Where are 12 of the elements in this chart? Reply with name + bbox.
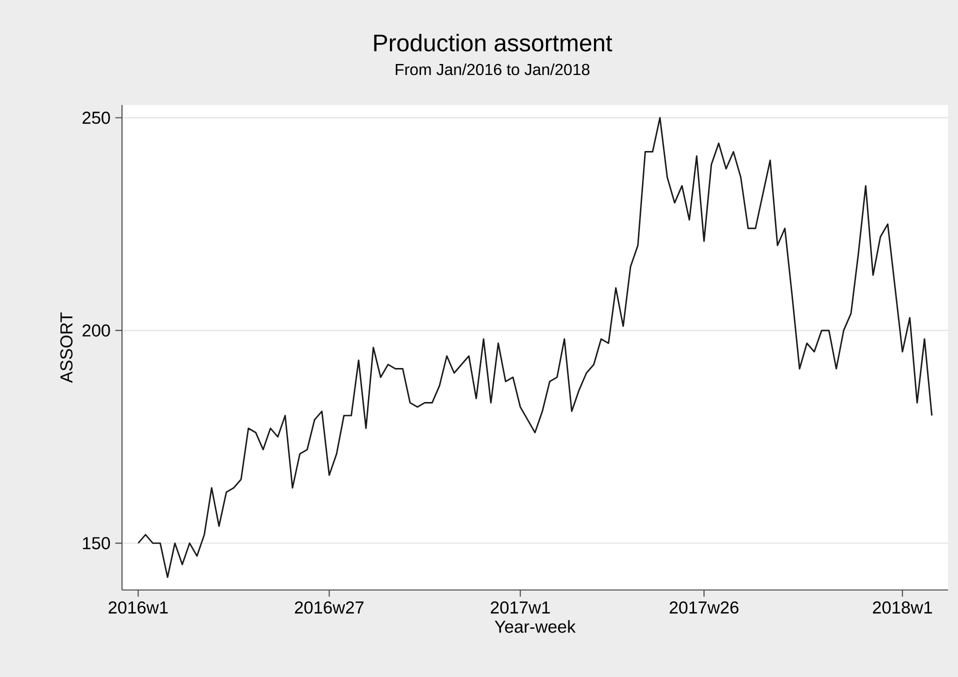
x-tick-label: 2017w26: [670, 601, 738, 614]
chart-title: Production assortment: [374, 34, 612, 52]
x-tick-label: 2018w1: [872, 601, 932, 614]
y-tick-label: 150: [83, 537, 110, 550]
y-axis-title: ASSORT: [60, 312, 73, 383]
x-tick-label: 2017w1: [490, 601, 550, 614]
y-tick-label: 250: [82, 112, 110, 124]
x-tick-label: 2016w27: [294, 601, 364, 614]
chart-subtitle: From Jan/2016 to Jan/2018: [396, 63, 590, 76]
x-axis-title: Year-week: [494, 620, 576, 633]
x-tick-label: 2016w1: [108, 601, 168, 614]
y-tick-label: 200: [82, 324, 110, 337]
